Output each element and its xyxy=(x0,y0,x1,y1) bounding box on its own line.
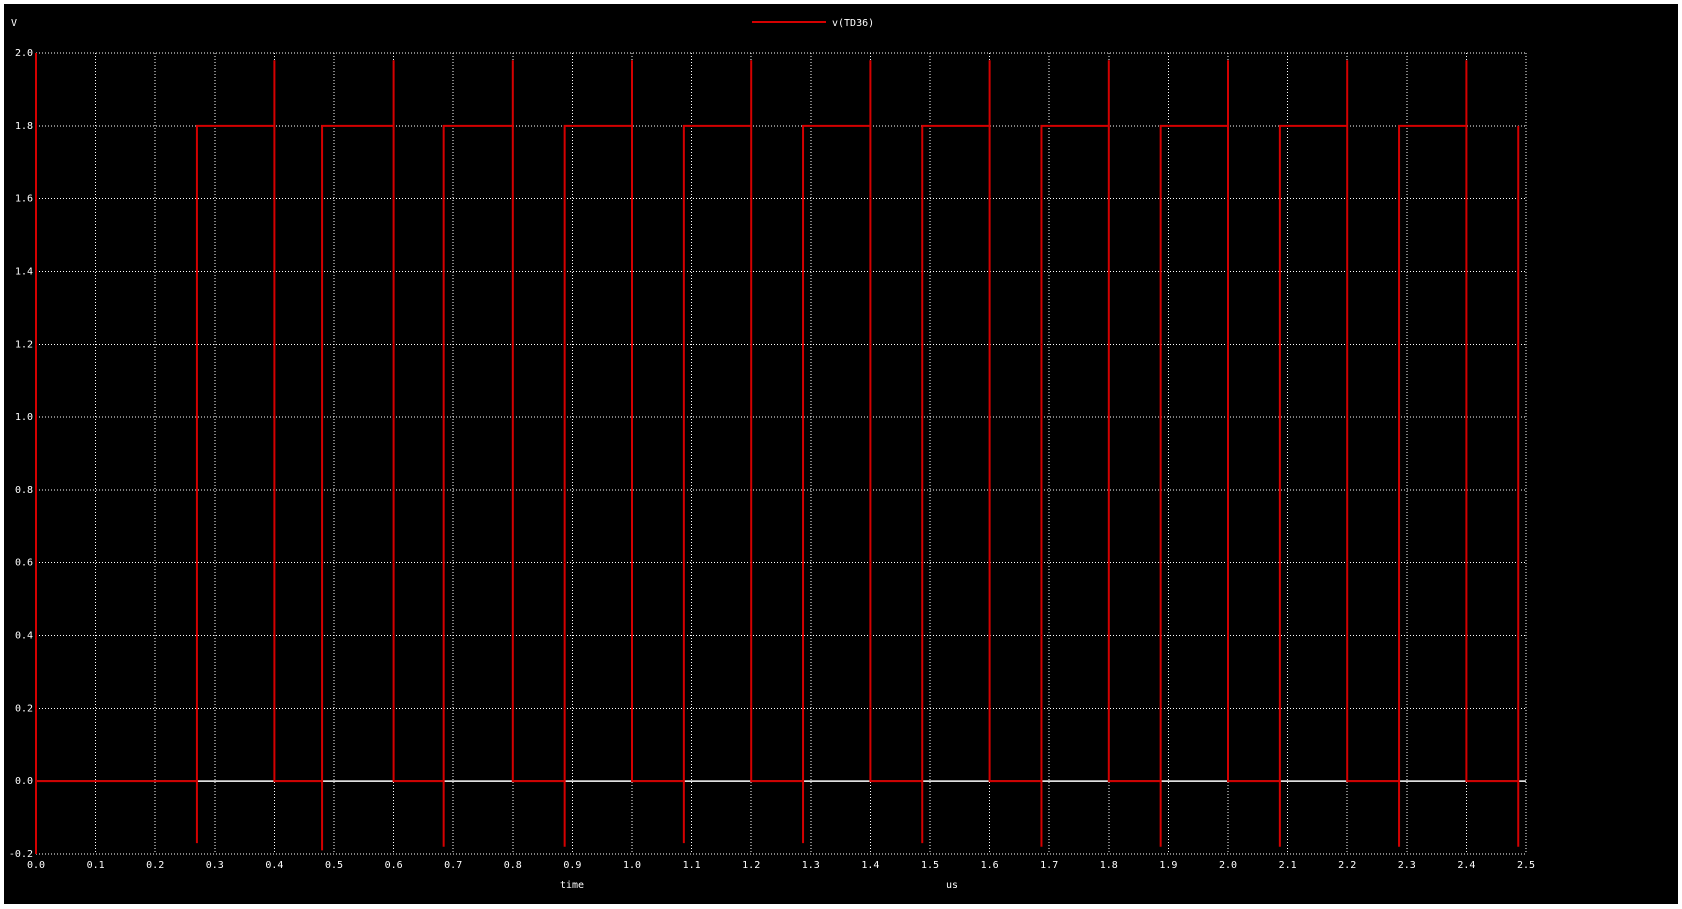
x-tick-label: 1.1 xyxy=(683,860,701,871)
series-line-v-td36 xyxy=(35,53,1520,854)
y-tick-label: 0.0 xyxy=(15,776,33,787)
grid-layer xyxy=(36,53,1526,854)
y-tick-label: 1.8 xyxy=(15,121,33,132)
x-tick-label: 2.5 xyxy=(1517,860,1535,871)
x-tick-label: 0.4 xyxy=(265,860,283,871)
x-tick-label: 0.7 xyxy=(444,860,462,871)
y-tick-label: 1.2 xyxy=(15,339,33,350)
trace-layer xyxy=(35,53,1520,854)
x-tick-label: 1.7 xyxy=(1040,860,1058,871)
y-tick-label: 0.8 xyxy=(15,485,33,496)
y-tick-label: 0.6 xyxy=(15,558,33,569)
y-tick-label: 1.0 xyxy=(15,412,33,423)
x-tick-label: 2.1 xyxy=(1279,860,1297,871)
x-tick-label: 2.0 xyxy=(1219,860,1237,871)
y-axis-unit-label: V xyxy=(11,18,17,29)
tick-labels: 0.0 0.1 0.2 0.3 0.4 0.5 0.6 0.7 0.8 0.9 1.0 1.1 1.2 1… xyxy=(9,48,1535,871)
waveform-plot: 0.0 0.1 0.2 0.3 0.4 0.5 0.6 0.7 0.8 0.9 1.0 1.1 1.2 1… xyxy=(9,18,1535,891)
x-tick-label: 1.2 xyxy=(742,860,760,871)
x-tick-label: 0.6 xyxy=(385,860,403,871)
legend: v(TD36) xyxy=(752,18,874,29)
x-tick-label: 2.3 xyxy=(1398,860,1416,871)
y-tick-label: 1.4 xyxy=(15,266,33,277)
y-tick-label: -0.2 xyxy=(9,849,33,860)
x-axis-label: time xyxy=(560,880,584,891)
y-tick-label: 0.2 xyxy=(15,703,33,714)
x-tick-label: 1.3 xyxy=(802,860,820,871)
x-tick-label: 1.0 xyxy=(623,860,641,871)
x-tick-label: 1.9 xyxy=(1159,860,1177,871)
y-tick-label: 2.0 xyxy=(15,48,33,59)
x-tick-label: 0.9 xyxy=(563,860,581,871)
x-tick-label: 1.6 xyxy=(981,860,999,871)
x-tick-label: 0.3 xyxy=(206,860,224,871)
x-tick-label: 0.8 xyxy=(504,860,522,871)
x-tick-label: 0.5 xyxy=(325,860,343,871)
x-tick-label: 0.1 xyxy=(87,860,105,871)
legend-entry-v-td36: v(TD36) xyxy=(832,18,874,29)
y-tick-label: 0.4 xyxy=(15,631,33,642)
y-tick-label: 1.6 xyxy=(15,194,33,205)
x-tick-label: 0.2 xyxy=(146,860,164,871)
x-axis-unit-label: us xyxy=(946,880,958,891)
x-tick-label: 1.4 xyxy=(861,860,879,871)
axes-layer xyxy=(35,52,1527,855)
x-tick-label: 1.8 xyxy=(1100,860,1118,871)
x-tick-label: 0.0 xyxy=(27,860,45,871)
plot-window: 0.0 0.1 0.2 0.3 0.4 0.5 0.6 0.7 0.8 0.9 1.0 1.1 1.2 1… xyxy=(4,4,1678,904)
x-tick-label: 2.4 xyxy=(1457,860,1475,871)
x-tick-label: 1.5 xyxy=(921,860,939,871)
x-tick-label: 2.2 xyxy=(1338,860,1356,871)
